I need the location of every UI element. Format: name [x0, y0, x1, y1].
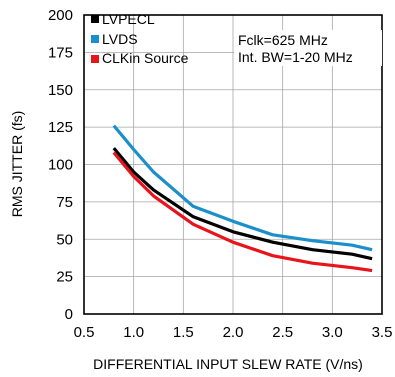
- y-tick-label: 25: [56, 269, 73, 286]
- legend-swatch-lvds: [91, 35, 99, 43]
- legend: LVPECL LVDS CLKin Source: [91, 11, 189, 66]
- y-tick-label: 175: [48, 44, 73, 61]
- series-lines: [112, 124, 373, 273]
- legend-swatch-lvpecl: [91, 15, 99, 23]
- annotation-fclk: Fclk=625 MHz: [238, 32, 328, 48]
- x-tick-label: 3.0: [322, 324, 343, 341]
- annotation-background: [234, 30, 382, 66]
- y-axis-title: RMS JITTER (fs): [9, 111, 25, 218]
- x-tick-label: 2.5: [272, 324, 293, 341]
- series-line-clkin-source: [112, 151, 373, 273]
- y-tick-label: 50: [56, 231, 73, 248]
- x-axis-title: DIFFERENTIAL INPUT SLEW RATE (V/ns): [93, 356, 363, 372]
- legend-swatch-clkin-source: [91, 55, 99, 63]
- tick-labels: 0.5 1.0 1.5 2.0 2.5 3.0 3.5 0 25 50 75 100 125 150 175…: [48, 7, 392, 341]
- x-tick-label: 3.5: [372, 324, 393, 341]
- x-tick-label: 0.5: [74, 324, 95, 341]
- y-tick-label: 150: [48, 82, 73, 99]
- annotation-box: Fclk=625 MHz Int. BW=1-20 MHz: [234, 30, 382, 66]
- x-tick-label: 1.5: [173, 324, 194, 341]
- legend-label-lvpecl: LVPECL: [102, 11, 155, 27]
- plot-frame: [83, 14, 383, 315]
- series-line-lvpecl: [112, 147, 373, 261]
- legend-label-lvds: LVDS: [102, 31, 138, 47]
- y-tick-label: 100: [48, 157, 73, 174]
- legend-label-clkin-source: CLKin Source: [102, 50, 189, 66]
- y-tick-label: 75: [56, 194, 73, 211]
- annotation-bandwidth: Int. BW=1-20 MHz: [238, 49, 353, 65]
- y-tick-label: 0: [65, 306, 73, 323]
- y-tick-label: 125: [48, 119, 73, 136]
- x-tick-label: 2.0: [223, 324, 244, 341]
- y-tick-label: 200: [48, 7, 73, 24]
- series-line-lvds: [112, 124, 373, 252]
- x-tick-label: 1.0: [123, 324, 144, 341]
